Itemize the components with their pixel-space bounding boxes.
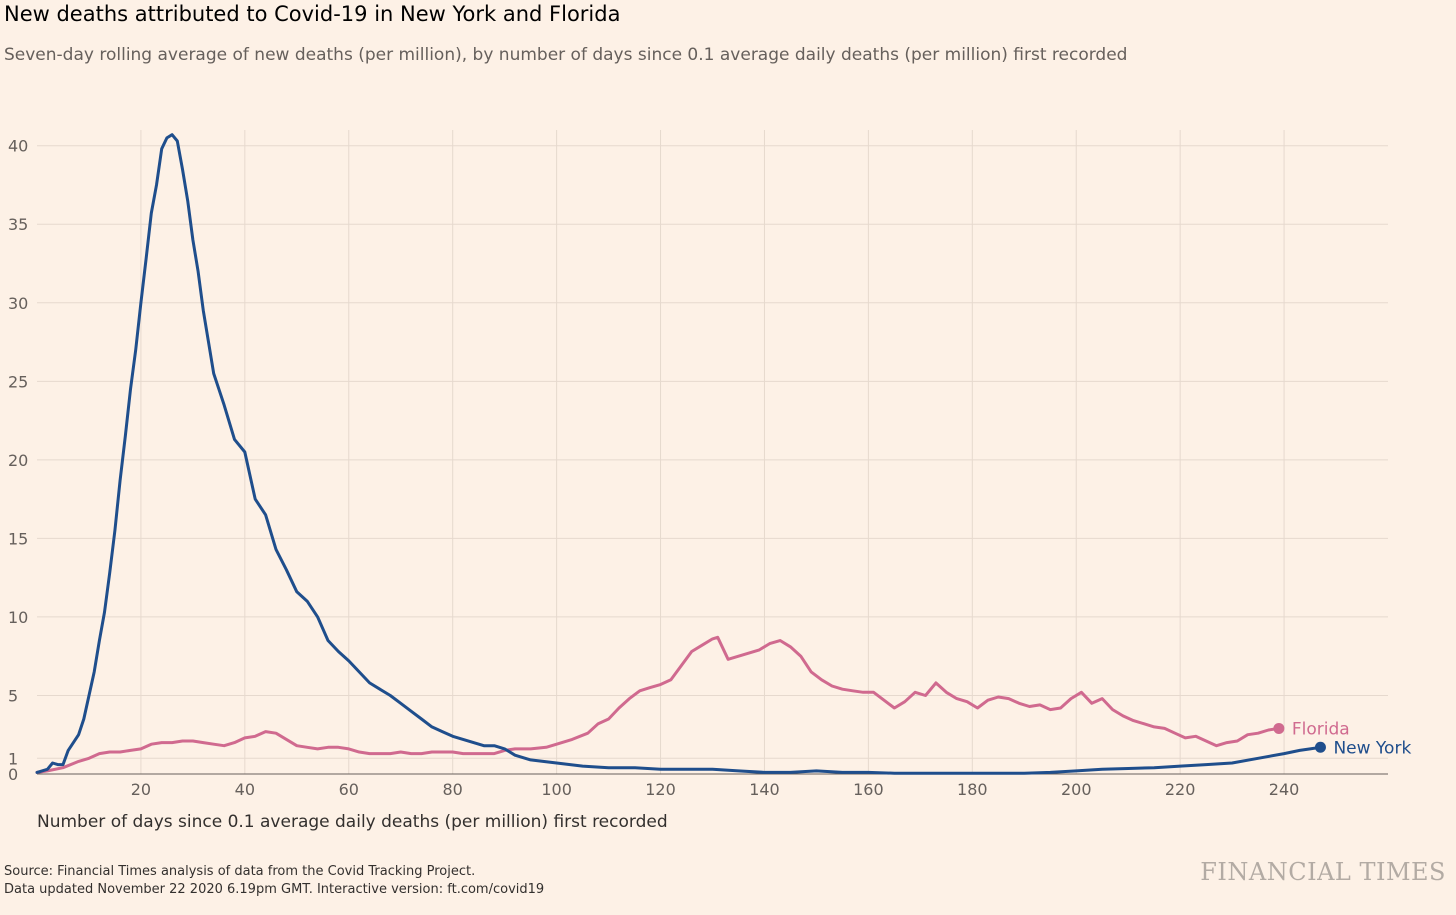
source-line-1: Source: Financial Times analysis of data… <box>4 864 476 879</box>
source-line-2: Data updated November 22 2020 6.19pm GMT… <box>4 882 545 897</box>
x-tick-label: 140 <box>749 780 780 799</box>
source-note: Source: Financial Times analysis of data… <box>4 863 544 899</box>
x-tick-label: 80 <box>443 780 463 799</box>
y-tick-label: 35 <box>8 215 28 234</box>
florida-line <box>35 635 1281 774</box>
x-tick-label: 100 <box>541 780 572 799</box>
x-axis-title: Number of days since 0.1 average daily d… <box>37 812 668 832</box>
grid-layer <box>37 130 1388 774</box>
chart-subtitle: Seven-day rolling average of new deaths … <box>4 45 1128 65</box>
y-tick-label: 40 <box>8 137 28 156</box>
x-tick-label: 200 <box>1061 780 1092 799</box>
x-axis-ticks: 20 40 60 80 100 120 140 160 180 200 220 240 <box>131 780 1300 799</box>
x-tick-label: 180 <box>957 780 988 799</box>
x-tick-label: 20 <box>131 780 151 799</box>
new-york-line <box>35 133 1322 775</box>
brand-logo: FINANCIAL TIMES <box>1200 858 1446 886</box>
y-tick-label: 15 <box>8 529 28 548</box>
new-york-label: New York <box>1333 738 1411 758</box>
florida-label: Florida <box>1292 719 1350 739</box>
x-tick-label: 220 <box>1165 780 1196 799</box>
y-tick-label: 10 <box>8 608 28 627</box>
new-york-end-marker <box>1314 741 1326 753</box>
florida-end-marker <box>1273 722 1285 734</box>
y-tick-label: 0 <box>8 765 18 784</box>
chart-title: New deaths attributed to Covid-19 in New… <box>4 2 621 26</box>
y-tick-label: 30 <box>8 294 28 313</box>
y-tick-label: 25 <box>8 372 28 391</box>
x-tick-label: 120 <box>645 780 676 799</box>
y-tick-label: 5 <box>8 686 18 705</box>
x-tick-label: 160 <box>853 780 884 799</box>
y-tick-label: 1 <box>8 749 18 768</box>
x-tick-label: 60 <box>339 780 359 799</box>
x-tick-label: 40 <box>235 780 255 799</box>
y-tick-label: 20 <box>8 451 28 470</box>
x-tick-label: 240 <box>1269 780 1300 799</box>
